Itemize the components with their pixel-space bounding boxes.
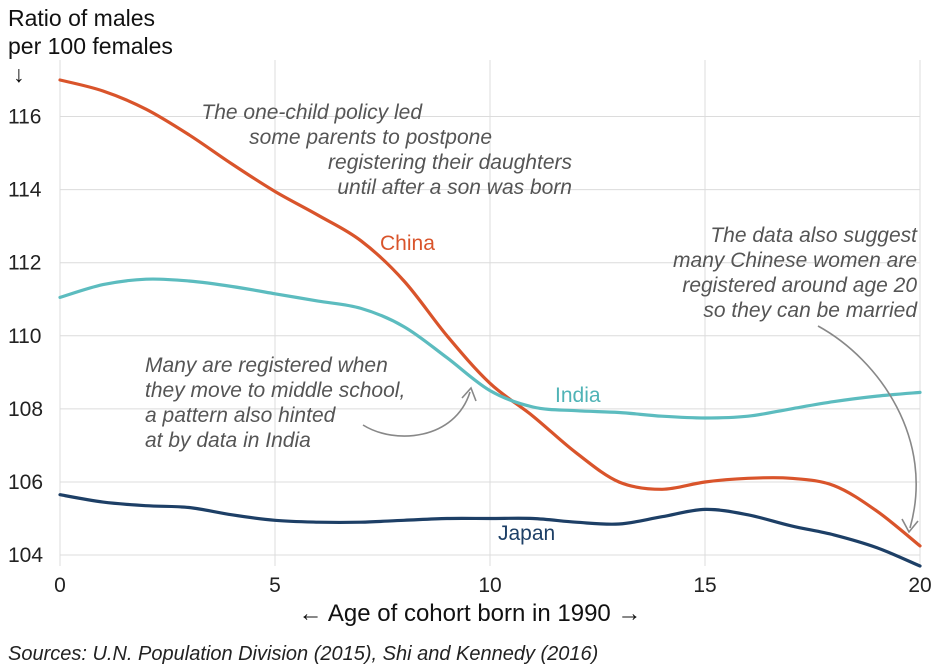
x-tick-label: 15 (693, 574, 716, 597)
annotation-one-child-line3: registering their daughters (328, 151, 572, 174)
y-axis-label-line1: Ratio of males (8, 5, 155, 31)
annotation-middle-school-line2: they move to middle school, (145, 379, 405, 402)
annotation-one-child: The one-child policy led some parents to… (201, 101, 572, 199)
annotation-age-20-line1: The data also suggest (710, 224, 918, 247)
annotation-middle-school: Many are registered when they move to mi… (145, 354, 477, 452)
annotation-age-20-line3: registered around age 20 (682, 274, 917, 297)
source-note: Sources: U.N. Population Division (2015)… (8, 643, 598, 665)
y-axis-label-arrow: ↓ (13, 61, 25, 87)
series-line-india (58, 277, 922, 420)
series-line-japan (58, 493, 922, 568)
annotation-middle-school-arrow (362, 391, 471, 437)
x-tick-label: 0 (54, 574, 66, 597)
annotation-one-child-line2: some parents to postpone (249, 126, 492, 149)
y-tick-label: 104 (8, 544, 43, 567)
annotation-age-20-arrowhead (901, 518, 919, 534)
y-tick-label: 108 (8, 398, 43, 421)
annotation-middle-school-line4: at by data in India (145, 429, 311, 452)
x-tick-label: 10 (478, 574, 501, 597)
y-tick-label: 110 (8, 325, 41, 348)
series-label-japan: Japan (498, 522, 555, 545)
x-ticks: 0 5 10 15 20 (54, 574, 932, 597)
x-axis-label: ← Age of cohort born in 1990 → (299, 600, 642, 627)
y-ticks: 104 106 108 110 112 114 116 (8, 106, 43, 567)
series-line-china (58, 78, 922, 548)
y-tick-label: 106 (8, 471, 43, 494)
annotation-age-20-line2: many Chinese women are (673, 249, 917, 272)
x-tick-label: 5 (269, 574, 281, 597)
grid (59, 60, 921, 566)
y-tick-label: 112 (8, 252, 41, 275)
series-lines (58, 78, 922, 568)
y-axis-label-line2: per 100 females (8, 33, 173, 59)
annotation-age-20-line4: so they can be married (703, 299, 918, 322)
annotation-middle-school-line3: a pattern also hinted (145, 404, 337, 427)
annotation-age-20: The data also suggest many Chinese women… (673, 224, 919, 534)
annotation-middle-school-line1: Many are registered when (145, 354, 388, 377)
annotation-one-child-line1: The one-child policy led (201, 101, 423, 124)
annotation-middle-school-arrowhead (461, 386, 477, 402)
series-label-china: China (380, 232, 435, 255)
annotation-one-child-line4: until after a son was born (337, 176, 572, 199)
annotation-age-20-arrow (817, 325, 917, 529)
y-tick-label: 116 (8, 106, 41, 129)
series-label-india: India (555, 384, 601, 407)
y-tick-label: 114 (8, 179, 42, 202)
x-tick-label: 20 (908, 574, 931, 597)
